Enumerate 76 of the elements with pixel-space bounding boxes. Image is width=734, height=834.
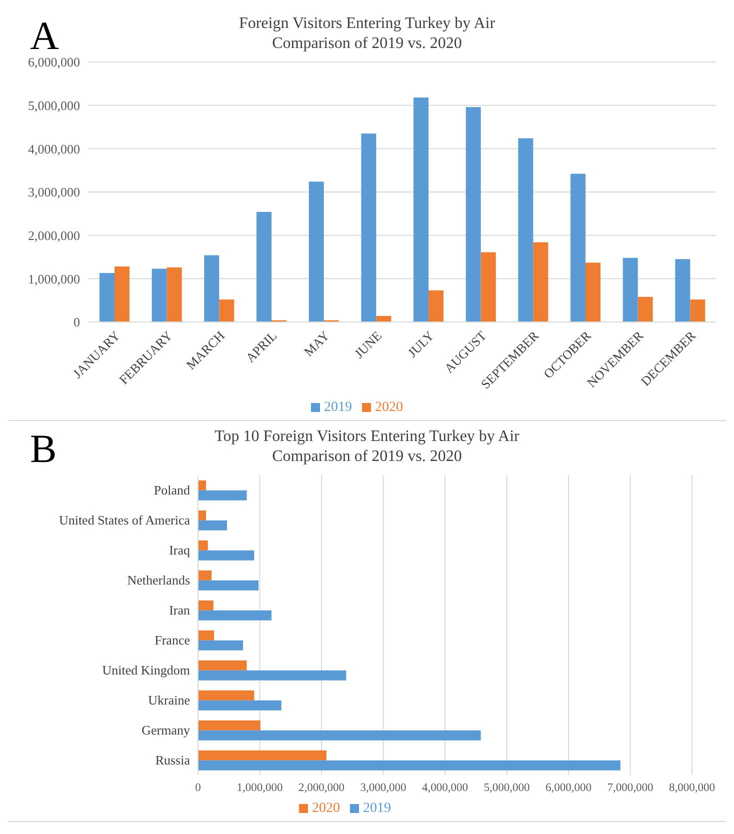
bar	[198, 510, 206, 520]
bar	[690, 299, 706, 322]
y-tick-label: United States of America	[58, 512, 190, 528]
bar	[198, 760, 620, 770]
bar	[100, 273, 115, 322]
chart-subtitle: Comparison of 2019 vs. 2020	[272, 448, 462, 465]
chart-title: Top 10 Foreign Visitors Entering Turkey by Air	[214, 428, 520, 445]
y-tick-label: 0	[74, 314, 80, 330]
x-tick-label: 6,000,000	[546, 782, 592, 794]
y-tick-label: 1,000,000	[28, 271, 80, 286]
bar	[518, 138, 534, 322]
bar	[198, 550, 254, 560]
y-tick-label: Poland	[154, 482, 190, 498]
bar	[198, 670, 346, 680]
x-tick-label: 8,000,000	[669, 782, 716, 794]
y-tick-label: 2,000,000	[28, 228, 80, 243]
y-tick-label: Ukraine	[148, 692, 190, 708]
y-tick-label: Iraq	[169, 542, 190, 558]
bar	[198, 570, 212, 580]
legend-label: 2020	[375, 400, 403, 415]
bar	[198, 690, 254, 700]
bar	[204, 255, 220, 322]
bar	[198, 640, 244, 650]
bar	[198, 630, 214, 640]
chart-subtitle: Comparison of 2019 vs. 2020	[272, 35, 462, 52]
y-tick-label: Germany	[142, 722, 190, 738]
bar	[428, 290, 444, 322]
x-tick-label: 7,000,000	[607, 782, 654, 794]
bar	[414, 98, 429, 322]
bar	[675, 259, 690, 322]
bar	[466, 107, 481, 322]
bar	[361, 134, 376, 322]
chart-title: Foreign Visitors Entering Turkey by Air	[238, 15, 496, 32]
bar	[198, 480, 206, 490]
bar	[638, 296, 653, 322]
bar	[622, 258, 638, 322]
bar	[198, 520, 228, 530]
bar	[198, 750, 326, 760]
bar	[480, 252, 496, 322]
x-tick-label: 5,000,000	[484, 782, 530, 794]
y-tick-label: Iran	[169, 602, 190, 618]
bar	[152, 268, 167, 322]
bar	[586, 262, 601, 322]
bar	[198, 660, 247, 670]
bar	[114, 266, 130, 322]
x-tick-label: 1,000,000	[236, 782, 283, 794]
y-tick-label: Russia	[155, 752, 190, 768]
y-tick-label: Netherlands	[127, 572, 190, 588]
bar	[533, 242, 548, 322]
bar	[198, 600, 214, 610]
bar	[198, 580, 259, 590]
legend-label: 2019	[324, 400, 352, 415]
x-tick-label: 3,000,000	[360, 782, 406, 794]
x-tick-label: 4,000,000	[422, 782, 468, 794]
bar	[256, 212, 272, 322]
bar	[166, 267, 182, 322]
y-tick-label: United Kingdom	[102, 662, 190, 678]
y-tick-label: 4,000,000	[28, 141, 80, 156]
x-tick-label: 0	[195, 782, 202, 794]
y-tick-label: 3,000,000	[28, 184, 80, 200]
x-tick-label: 2,000,000	[298, 782, 345, 794]
bar	[198, 730, 481, 740]
bar	[198, 490, 247, 500]
bar	[219, 299, 234, 322]
y-tick-label: 5,000,000	[28, 98, 80, 113]
bar	[198, 610, 272, 620]
bar	[376, 316, 392, 322]
bar	[198, 700, 282, 710]
y-tick-label: France	[154, 632, 190, 648]
bar	[198, 540, 208, 550]
text: B	[30, 425, 57, 472]
legend-label: 2020	[312, 801, 340, 816]
legend-label: 2019	[363, 801, 391, 816]
bar	[198, 720, 260, 730]
bar	[570, 174, 586, 322]
bar	[308, 182, 324, 322]
